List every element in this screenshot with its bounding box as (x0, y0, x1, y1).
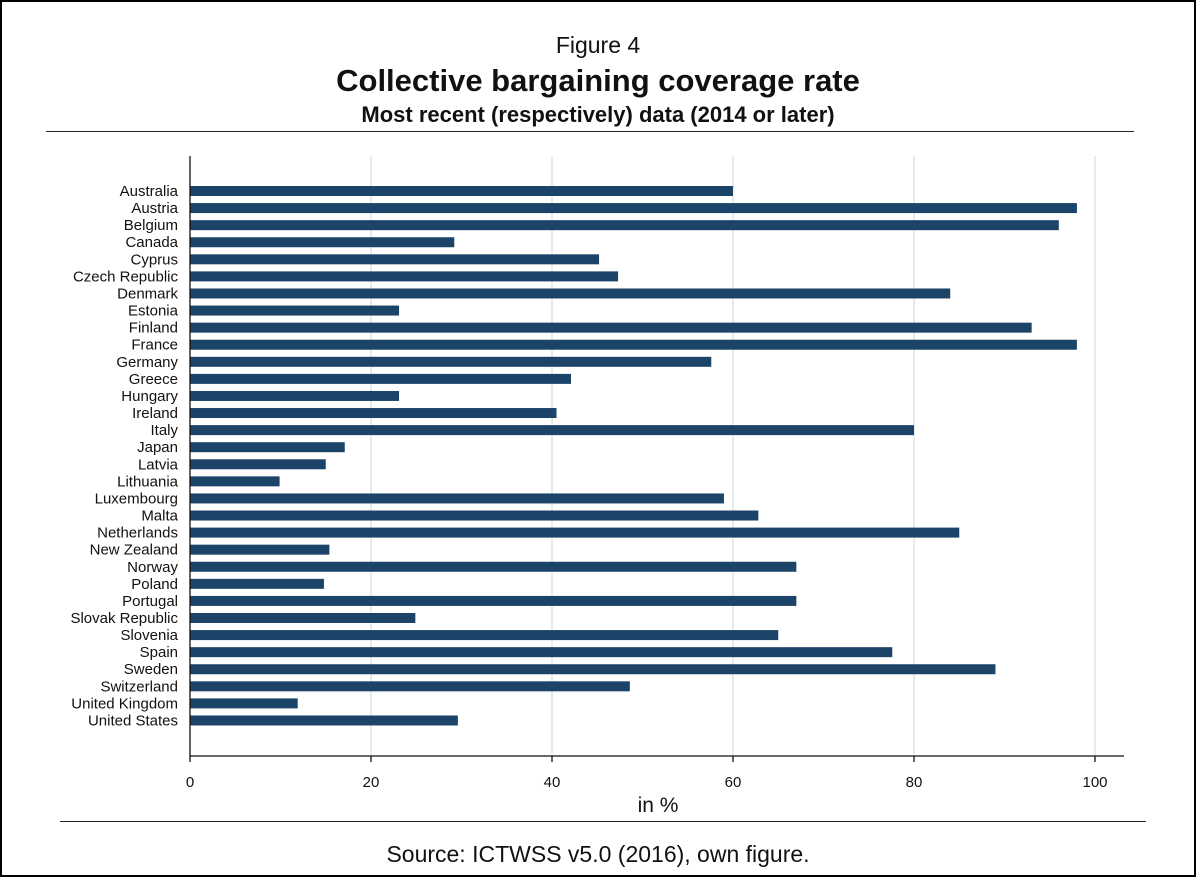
x-tick-label: 100 (1082, 774, 1107, 791)
bar (190, 390, 400, 401)
category-labels: AustraliaAustriaBelgiumCanadaCyprusCzech… (70, 183, 178, 729)
bar (190, 271, 619, 282)
category-label: New Zealand (90, 542, 178, 559)
category-label: Malta (141, 508, 178, 525)
category-label: Luxembourg (95, 490, 178, 507)
bar (190, 630, 779, 641)
category-label: Slovenia (120, 627, 178, 644)
category-label: United States (88, 712, 178, 729)
category-label: United Kingdom (71, 695, 178, 712)
x-tick-labels: 0 20 40 60 80 100 (186, 774, 1108, 791)
category-label: Estonia (128, 303, 179, 320)
category-label: Belgium (124, 217, 178, 234)
category-label: Lithuania (117, 473, 179, 490)
title-divider (46, 131, 1134, 132)
bar (190, 442, 345, 453)
bar (190, 595, 797, 606)
category-label: Hungary (121, 388, 178, 405)
category-label: Poland (131, 576, 178, 593)
bar (190, 647, 893, 658)
category-label: Latvia (138, 456, 179, 473)
bar (190, 408, 557, 419)
category-label: Greece (129, 371, 178, 388)
category-label: Slovak Republic (70, 610, 178, 627)
category-label: Ireland (132, 405, 178, 422)
bar (190, 186, 733, 196)
category-label: Portugal (122, 593, 178, 610)
bar (190, 459, 326, 470)
category-label: Sweden (124, 661, 178, 678)
figure-label: Figure 4 (555, 32, 641, 58)
bar (190, 613, 416, 623)
source-note: Source: ICTWSS v5.0 (2016), own figure. (386, 841, 810, 867)
bar (190, 698, 298, 709)
bar (190, 493, 724, 504)
bar (190, 305, 400, 316)
bar (190, 203, 1077, 214)
bar (190, 237, 455, 248)
bar (190, 664, 996, 675)
bar (190, 339, 1077, 350)
category-label: Germany (116, 354, 178, 371)
bar (190, 476, 280, 487)
bar (190, 527, 960, 538)
category-label: Italy (150, 422, 178, 439)
category-label: Spain (140, 644, 178, 661)
chart-title: Collective bargaining coverage rate (336, 63, 860, 98)
category-label: Australia (120, 183, 179, 200)
x-axis-label: in % (638, 794, 679, 817)
x-tick-label: 40 (544, 774, 561, 791)
bar (190, 254, 600, 265)
bar (190, 715, 458, 726)
bar (190, 373, 572, 384)
bars (190, 186, 1077, 726)
category-label: Finland (129, 320, 178, 337)
category-label: Czech Republic (73, 268, 179, 285)
x-tick-label: 20 (363, 774, 380, 791)
category-label: Denmark (117, 285, 178, 302)
category-label: Japan (137, 439, 178, 456)
bar (190, 561, 797, 572)
category-label: Canada (125, 234, 178, 251)
bar (190, 544, 330, 555)
category-label: France (131, 337, 178, 354)
source-divider (60, 821, 1146, 822)
x-tick-label: 80 (906, 774, 923, 791)
chart-subtitle: Most recent (respectively) data (2014 or… (361, 102, 835, 127)
bar (190, 220, 1059, 231)
bar (190, 322, 1032, 333)
bar (190, 425, 914, 436)
bar (190, 510, 759, 521)
category-label: Netherlands (97, 525, 178, 542)
bar (190, 356, 712, 367)
axes (189, 156, 1124, 762)
category-label: Austria (131, 200, 178, 217)
category-label: Cyprus (130, 251, 178, 268)
category-label: Switzerland (100, 678, 178, 695)
bar (190, 578, 324, 589)
bar (190, 288, 951, 299)
x-tick-label: 60 (725, 774, 742, 791)
category-label: Norway (127, 559, 178, 576)
x-tick-label: 0 (186, 774, 194, 791)
bar (190, 681, 630, 692)
